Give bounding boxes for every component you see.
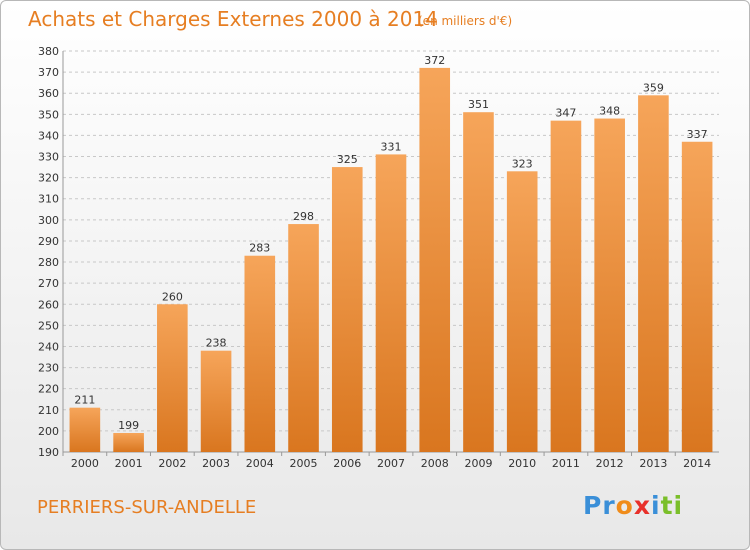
y-tick-label: 330: [38, 151, 59, 164]
data-label: 211: [74, 394, 95, 407]
x-tick-label: 2007: [377, 457, 405, 470]
x-tick-label: 2014: [683, 457, 711, 470]
chart-subtitle: (en milliers d'€): [418, 14, 513, 28]
x-tick-label: 2005: [290, 457, 318, 470]
data-label: 260: [162, 290, 183, 303]
logo-letter: x: [633, 491, 651, 520]
logo-letter: P: [583, 491, 603, 520]
data-label: 337: [687, 128, 708, 141]
bar-2005: [288, 224, 319, 452]
data-label: 331: [381, 140, 402, 153]
data-label: 348: [599, 105, 620, 118]
x-tick-label: 2004: [246, 457, 274, 470]
y-tick-label: 340: [38, 129, 59, 142]
logo-letter: t: [660, 491, 674, 520]
bar-2014: [681, 141, 713, 452]
logo-letter: i: [651, 491, 661, 520]
data-labels: 211 199 260 238 283 298 325 331 372 351 323 347 348 3…: [74, 54, 707, 432]
y-tick-label: 240: [38, 340, 59, 353]
x-tick-label: 2002: [158, 457, 186, 470]
data-label: 351: [468, 98, 489, 111]
y-tick-label: 200: [38, 425, 59, 438]
y-tick-label: 280: [38, 256, 59, 269]
bar-2013: [638, 95, 669, 453]
data-label: 238: [206, 337, 227, 350]
bar-2011: [550, 120, 582, 452]
y-tick-label: 320: [38, 172, 59, 185]
bar-2008: [419, 67, 451, 452]
bar-2003: [200, 350, 232, 452]
x-tick-label: 2009: [464, 457, 492, 470]
data-label: 359: [643, 81, 664, 94]
location-name: PERRIERS-SUR-ANDELLE: [37, 497, 257, 518]
y-tick-label: 220: [38, 383, 59, 396]
x-tick-label: 2010: [508, 457, 536, 470]
data-label: 283: [249, 242, 270, 255]
proxiti-logo[interactable]: Proxiti: [583, 491, 683, 520]
logo-letter: i: [673, 491, 684, 520]
y-tick-label: 250: [38, 319, 59, 332]
x-tick-label: 2011: [552, 457, 580, 470]
bar-2001: [113, 433, 144, 452]
data-label: 347: [555, 107, 576, 120]
y-tick-label: 300: [38, 214, 59, 227]
data-label: 298: [293, 210, 314, 223]
y-tick-label: 360: [38, 87, 59, 100]
x-tick-label: 2012: [596, 457, 624, 470]
y-tick-label: 270: [38, 277, 59, 290]
y-tick-label: 350: [38, 108, 59, 121]
x-tick-label: 2001: [115, 457, 143, 470]
y-tick-label: 260: [38, 298, 59, 311]
logo-letter: r: [602, 491, 616, 520]
x-tick-label: 2013: [639, 457, 667, 470]
y-tick-label: 310: [38, 193, 59, 206]
x-tick-label: 2006: [333, 457, 361, 470]
data-label: 199: [118, 419, 139, 432]
x-tick-label: 2008: [421, 457, 449, 470]
y-tick-label: 190: [38, 446, 59, 459]
bar-2012: [594, 118, 625, 453]
data-label: 325: [337, 153, 358, 166]
y-tick-label: 370: [38, 66, 59, 79]
logo-letter: o: [615, 491, 634, 520]
x-tick-label: 2000: [71, 457, 99, 470]
y-tick-label: 210: [38, 404, 59, 417]
bar-2010: [506, 171, 538, 453]
axes: 190 200 210 220 230 240 250 260 270 280 290 300 310 3…: [38, 45, 719, 470]
bar-2007: [375, 154, 407, 453]
data-label: 372: [424, 54, 445, 67]
x-tick-label: 2003: [202, 457, 230, 470]
chart-title: Achats et Charges Externes 2000 à 2014: [28, 7, 438, 31]
y-tick-label: 380: [38, 45, 59, 58]
y-tick-label: 230: [38, 362, 59, 375]
bars: [69, 67, 713, 453]
bar-2004: [244, 255, 276, 452]
bar-2000: [69, 407, 101, 452]
bar-2002: [157, 304, 188, 452]
data-label: 323: [512, 157, 533, 170]
y-tick-label: 290: [38, 235, 59, 248]
bar-2006: [331, 167, 363, 452]
bar-2009: [463, 112, 494, 452]
